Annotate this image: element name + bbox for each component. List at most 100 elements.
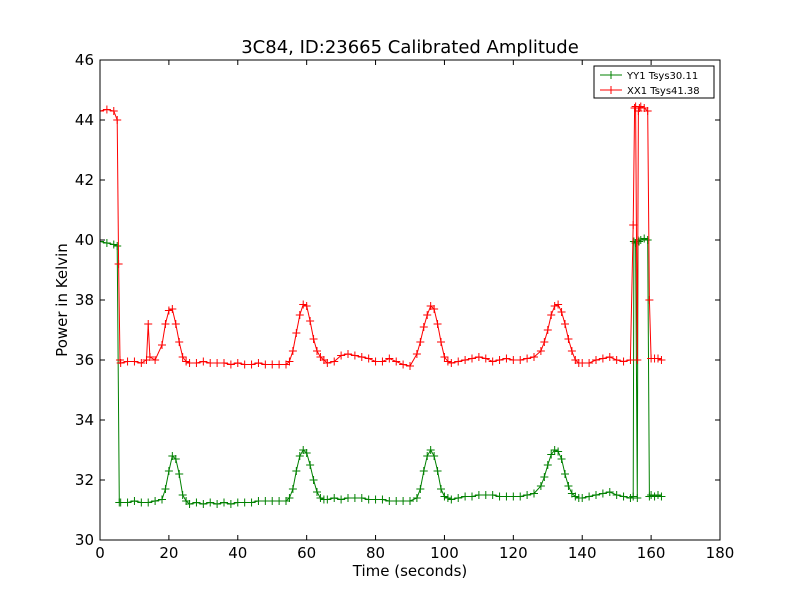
- data-point: [337, 495, 346, 504]
- data-point: [461, 492, 470, 501]
- data-point: [592, 356, 600, 364]
- y-tick-label: 40: [75, 231, 94, 249]
- data-point: [123, 498, 132, 507]
- data-point: [240, 498, 249, 507]
- data-point: [640, 234, 649, 243]
- y-axis-label: Power in Kelvin: [53, 243, 71, 357]
- data-point: [313, 488, 321, 496]
- data-point: [647, 491, 656, 499]
- data-point: [268, 360, 277, 369]
- data-point: [516, 356, 525, 364]
- x-axis-label: Time (seconds): [352, 562, 468, 580]
- data-point: [144, 320, 153, 328]
- data-point: [605, 488, 614, 496]
- data-point: [220, 359, 228, 367]
- data-point: [364, 354, 373, 363]
- data-point: [430, 452, 439, 460]
- y-tick-label: 44: [75, 111, 94, 129]
- data-point: [288, 347, 297, 355]
- data-point: [468, 354, 476, 363]
- data-point: [378, 495, 387, 504]
- data-point: [385, 497, 394, 505]
- data-point: [564, 335, 573, 343]
- data-point: [233, 498, 242, 507]
- data-point: [650, 492, 659, 501]
- data-point: [302, 449, 311, 457]
- data-point: [158, 341, 166, 349]
- data-point: [419, 467, 428, 475]
- data-point: [378, 357, 387, 366]
- data-point: [102, 239, 111, 247]
- data-point: [495, 492, 504, 501]
- data-point: [350, 351, 359, 360]
- data-point: [437, 485, 445, 493]
- data-point: [226, 360, 235, 369]
- data-point: [443, 494, 452, 502]
- data-point: [316, 494, 325, 502]
- data-point: [619, 357, 628, 366]
- data-point: [151, 356, 160, 364]
- data-point: [481, 491, 490, 499]
- data-point: [109, 240, 118, 249]
- y-tick-label: 46: [75, 51, 94, 69]
- legend-marker: [607, 86, 615, 94]
- data-point: [509, 356, 518, 364]
- data-point: [440, 353, 449, 361]
- data-point: [302, 302, 311, 310]
- data-point: [178, 353, 187, 361]
- data-point: [123, 357, 132, 366]
- data-point: [540, 338, 549, 346]
- data-point: [100, 237, 104, 246]
- data-point: [158, 495, 166, 504]
- y-tick-label: 32: [75, 471, 94, 489]
- chart-title: 3C84, ID:23665 Calibrated Amplitude: [241, 37, 579, 58]
- y-tick-label: 38: [75, 291, 94, 309]
- data-point: [557, 308, 566, 316]
- data-point: [371, 495, 380, 504]
- data-point: [530, 353, 538, 361]
- data-point: [168, 305, 177, 313]
- data-point: [182, 357, 191, 366]
- data-point: [447, 495, 456, 504]
- data-point: [523, 354, 532, 363]
- data-point: [547, 450, 556, 459]
- data-point: [247, 498, 256, 507]
- data-point: [185, 500, 194, 508]
- data-point: [226, 500, 235, 508]
- data-point: [285, 357, 294, 366]
- data-point: [292, 329, 301, 337]
- data-point: [268, 497, 277, 505]
- data-point: [633, 494, 642, 502]
- data-point: [261, 497, 270, 505]
- x-tick-label: 20: [159, 544, 178, 562]
- data-point: [275, 497, 284, 505]
- data-point: [416, 485, 425, 493]
- data-point: [598, 489, 607, 498]
- data-point: [288, 485, 297, 493]
- data-point: [423, 452, 432, 460]
- data-point: [523, 491, 532, 499]
- data-point: [543, 461, 552, 469]
- data-point: [578, 359, 587, 367]
- data-point: [536, 482, 545, 490]
- x-tick-label: 120: [499, 544, 528, 562]
- data-point: [171, 455, 180, 463]
- data-point: [137, 498, 146, 507]
- x-tick-label: 180: [706, 544, 735, 562]
- data-point: [371, 357, 380, 366]
- legend-box: [593, 65, 715, 99]
- data-point: [564, 482, 573, 490]
- data-point: [509, 492, 518, 501]
- data-point: [554, 300, 563, 309]
- data-point: [516, 492, 525, 501]
- data-point: [213, 500, 222, 508]
- x-tick-label: 100: [430, 544, 459, 562]
- data-point: [629, 221, 638, 229]
- data-point: [502, 492, 511, 501]
- data-point: [137, 359, 146, 367]
- data-point: [633, 356, 642, 364]
- data-point: [164, 467, 173, 475]
- data-point: [481, 354, 490, 363]
- data-point: [612, 356, 621, 364]
